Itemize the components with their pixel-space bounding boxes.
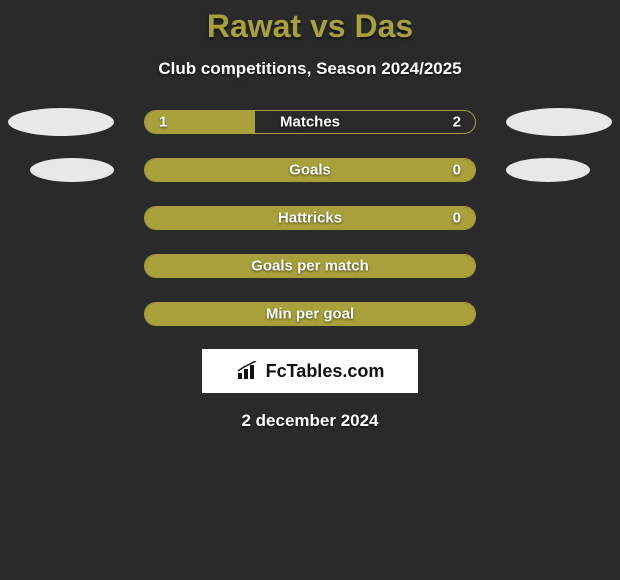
card-title: Rawat vs Das [0,8,620,45]
stat-row: 1 Matches 2 [0,109,620,135]
stat-row: Hattricks 0 [0,205,620,231]
stat-bar: Goals per match [144,254,476,278]
stat-bar: 1 Matches 2 [144,110,476,134]
stats-card: Rawat vs Das Club competitions, Season 2… [0,0,620,431]
bar-fill [145,207,475,229]
stat-row: Goals 0 [0,157,620,183]
bar-fill [145,255,475,277]
stat-row: Goals per match [0,253,620,279]
card-date: 2 december 2024 [0,411,620,431]
bar-fill [145,303,475,325]
bar-fill [145,159,475,181]
player-left-logo [30,158,114,182]
stat-bar: Goals 0 [144,158,476,182]
source-logo: FcTables.com [202,349,418,393]
stat-right-value: 0 [453,210,461,227]
stat-bar: Min per goal [144,302,476,326]
player-right-logo [506,158,590,182]
card-subtitle: Club competitions, Season 2024/2025 [0,59,620,79]
stat-right-value: 2 [453,114,461,131]
stat-row: Min per goal [0,301,620,327]
stat-right-value: 0 [453,162,461,179]
player-right-logo [506,108,612,136]
logo-text: FcTables.com [266,361,385,382]
chart-icon [236,361,262,381]
player-left-logo [8,108,114,136]
stat-left-value: 1 [159,114,167,131]
stat-bar: Hattricks 0 [144,206,476,230]
